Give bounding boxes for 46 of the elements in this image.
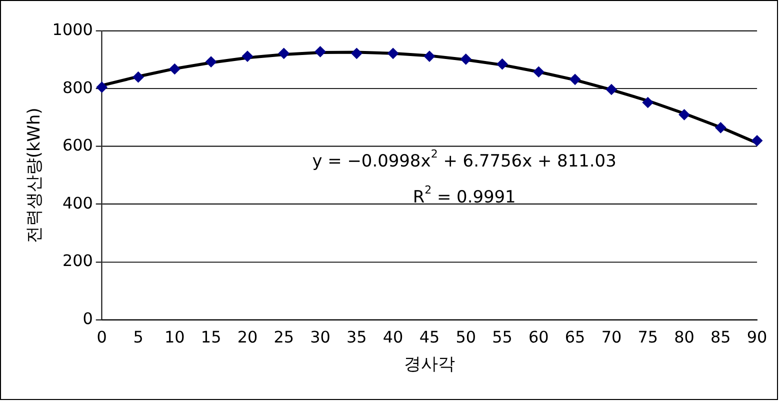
point <box>206 56 217 68</box>
x-tick-label: 80 <box>674 327 694 346</box>
x-tick-label: 15 <box>200 327 222 346</box>
y-tick-label: 1000 <box>52 20 93 39</box>
point <box>460 54 472 65</box>
x-tick-label: 0 <box>96 327 107 346</box>
y-tick-label: 800 <box>62 78 93 97</box>
point <box>314 46 326 58</box>
x-tick-label: 85 <box>710 327 731 346</box>
point <box>351 48 362 59</box>
x-tick-label: 50 <box>456 327 476 346</box>
y-tick-label: 200 <box>62 251 93 270</box>
x-tick-label: 60 <box>528 327 549 346</box>
point <box>96 82 108 93</box>
x-tick-label: 5 <box>133 327 144 346</box>
x-axis-title: 경사각 <box>404 353 455 374</box>
point <box>424 50 435 62</box>
x-tick-label: 45 <box>419 327 440 346</box>
x-tick-label: 40 <box>382 327 404 346</box>
point <box>242 50 253 62</box>
y-tick-label: 600 <box>62 136 93 155</box>
point <box>169 64 180 74</box>
x-tick-label: 10 <box>164 327 185 346</box>
point <box>533 66 544 78</box>
point <box>606 84 617 95</box>
point <box>496 58 508 70</box>
y-axis-title: 전력생산량(kWh) <box>24 108 44 243</box>
x-tick-label: 35 <box>346 327 367 346</box>
point <box>570 74 581 85</box>
x-tick-label: 90 <box>746 327 768 346</box>
x-tick-label: 75 <box>638 327 658 346</box>
x-tick-label: 20 <box>237 327 258 346</box>
x-tick-label: 55 <box>492 327 512 346</box>
point <box>678 109 690 120</box>
point <box>752 135 763 146</box>
y-tick-label: 0 <box>82 308 93 328</box>
point <box>642 97 654 108</box>
point <box>132 72 144 83</box>
point <box>388 48 399 59</box>
x-tick-label: 70 <box>601 327 622 346</box>
point <box>715 122 726 134</box>
point <box>278 48 290 59</box>
x-tick-label: 30 <box>310 327 330 346</box>
x-tick-label: 25 <box>274 327 294 346</box>
x-tick-label: 65 <box>564 327 586 346</box>
y-tick-label: 400 <box>62 193 93 212</box>
